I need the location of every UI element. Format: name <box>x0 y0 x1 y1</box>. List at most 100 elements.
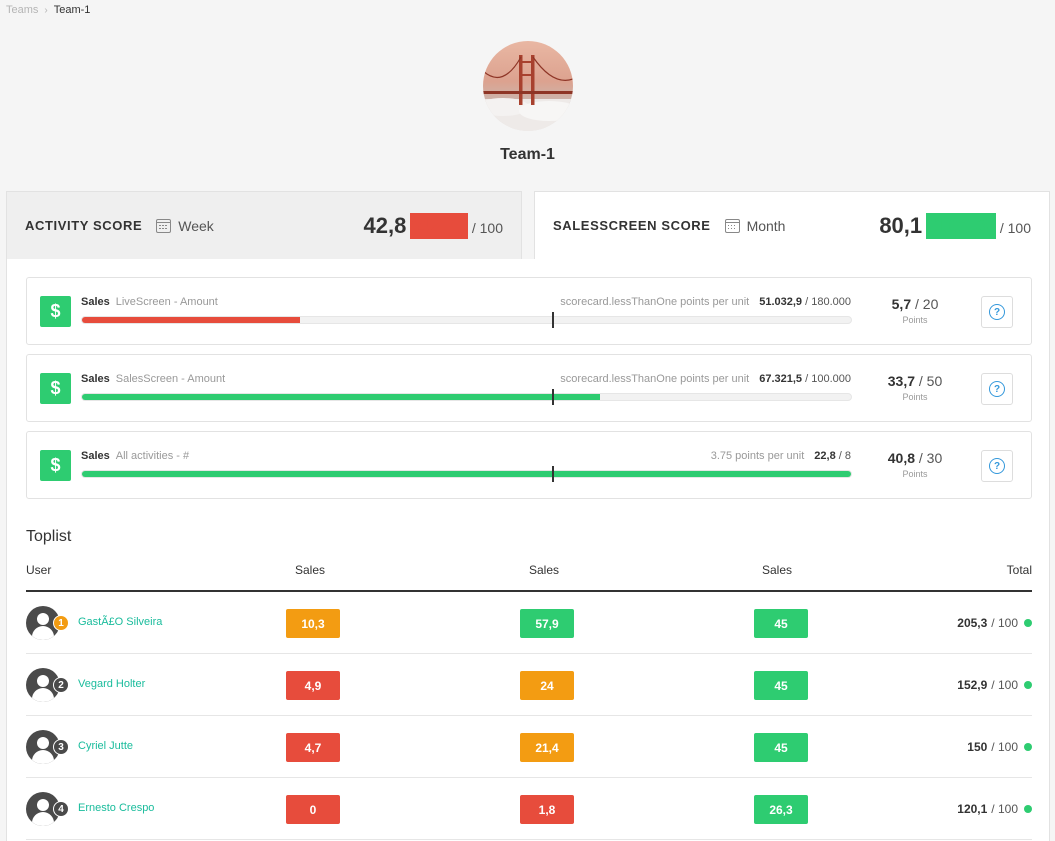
total-cell: 150/ 100 <box>967 740 1032 754</box>
score-max: / 100 <box>471 219 503 236</box>
dollar-icon: $ <box>40 450 71 481</box>
kpi-title: Sales <box>81 296 110 308</box>
tab-title: SALESSCREEN SCORE <box>553 218 711 233</box>
score-value: 80,1 <box>879 212 923 238</box>
question-icon: ? <box>989 458 1005 474</box>
total-value: 120,1 <box>957 802 988 816</box>
sales-cell: 45 <box>754 671 808 700</box>
kpi-points-value: 40,8 <box>887 450 915 466</box>
total-value: 150 <box>967 740 988 754</box>
user-link[interactable]: Cyriel Jutte <box>78 740 134 752</box>
user-avatar-icon <box>26 606 60 640</box>
kpi-progress-bar <box>81 316 852 324</box>
kpi-label: Sales LiveScreen - Amount <box>81 296 218 308</box>
table-row: 2 Vegard Holter 4,9 24 45 152,9/ 100 <box>26 654 1032 716</box>
help-button[interactable]: ? <box>981 450 1013 482</box>
kpi-points-label: Points <box>902 315 928 325</box>
table-row: 3 Cyriel Jutte 4,7 21,4 45 150/ 100 <box>26 716 1032 778</box>
score-max: / 100 <box>999 219 1031 236</box>
kpi-label: Sales SalesScreen - Amount <box>81 373 225 385</box>
total-value: 205,3 <box>957 616 988 630</box>
dollar-icon: $ <box>40 296 71 327</box>
status-dot-icon <box>1024 619 1032 627</box>
calendar-icon <box>724 218 740 233</box>
kpi-progress-fill <box>82 471 851 477</box>
total-cell: 205,3/ 100 <box>957 616 1032 630</box>
kpi-points-value: 5,7 <box>891 296 912 312</box>
user-avatar-icon <box>26 668 60 702</box>
score-adjusted: (42,8) <box>410 212 468 239</box>
kpi-subtitle: All activities - # <box>115 450 190 462</box>
total-max: / 100 <box>991 678 1018 692</box>
team-avatar <box>483 41 573 131</box>
kpi-points-label: Points <box>902 469 928 479</box>
team-name: Team-1 <box>500 146 555 163</box>
kpi-points-value: 33,7 <box>887 373 915 389</box>
kpi-points: 40,8 / 30 Points <box>867 450 963 479</box>
total-cell: 120,1/ 100 <box>957 802 1032 816</box>
rank-badge: 3 <box>53 739 69 755</box>
kpi-subtitle: SalesScreen - Amount <box>115 373 226 385</box>
question-icon: ? <box>989 381 1005 397</box>
activity-score: 42,8 (42,8) / 100 <box>363 212 503 239</box>
header-sales-1: Sales <box>295 563 326 577</box>
toplist-title: Toplist <box>26 528 72 545</box>
kpi-title: Sales <box>81 450 110 462</box>
score-value: 42,8 <box>363 212 407 238</box>
tab-salesscreen-score[interactable]: SALESSCREEN SCORE Month 80,1 (105,3) / 1… <box>534 191 1050 259</box>
golden-gate-bridge-image <box>483 55 573 131</box>
sales-cell: 24 <box>520 671 574 700</box>
tab-activity-score[interactable]: ACTIVITY SCORE Week 42,8 (42,8) / 100 <box>6 191 522 259</box>
kpi-meta: scorecard.lessThanOne points per unit 51.… <box>560 296 851 308</box>
total-max: / 100 <box>991 616 1018 630</box>
period-selector[interactable]: Month <box>724 217 786 234</box>
status-dot-icon <box>1024 681 1032 689</box>
sales-cell: 0 <box>286 795 340 824</box>
header-user: User <box>26 563 52 577</box>
toplist-header: User Sales Sales Sales Total <box>26 562 1032 592</box>
kpi-label: Sales All activities - # <box>81 450 189 462</box>
period-label: Month <box>746 217 786 234</box>
breadcrumb-current: Team-1 <box>53 4 91 16</box>
sales-cell: 1,8 <box>520 795 574 824</box>
sales-cell: 10,3 <box>286 609 340 638</box>
user-link[interactable]: GastÃ£O Silveira <box>78 616 163 628</box>
kpi-card: $ Sales LiveScreen - Amount scorecard.les… <box>26 277 1032 345</box>
question-icon: ? <box>989 304 1005 320</box>
kpi-subtitle: LiveScreen - Amount <box>115 296 218 308</box>
kpi-progress-fill <box>82 317 301 323</box>
user-avatar-icon <box>26 730 60 764</box>
kpi-progress-bar <box>81 470 852 478</box>
table-row: 4 Ernesto Crespo 0 1,8 26,3 120,1/ 100 <box>26 778 1032 840</box>
total-cell: 152,9/ 100 <box>957 678 1032 692</box>
total-max: / 100 <box>991 802 1018 816</box>
rank-badge: 2 <box>53 677 69 693</box>
breadcrumb-teams-link[interactable]: Teams <box>6 4 39 16</box>
kpi-value: 22,8 <box>814 450 836 462</box>
kpi-target-marker <box>552 389 554 405</box>
sales-cell: 4,9 <box>286 671 340 700</box>
period-selector[interactable]: Week <box>156 218 214 234</box>
kpi-target: / 8 <box>838 450 851 462</box>
user-link[interactable]: Vegard Holter <box>78 678 146 690</box>
rank-badge: 1 <box>53 615 69 631</box>
user-link[interactable]: Ernesto Crespo <box>78 802 155 814</box>
total-max: / 100 <box>991 740 1018 754</box>
help-button[interactable]: ? <box>981 296 1013 328</box>
chevron-right-icon: › <box>44 4 48 16</box>
kpi-meta: 3.75 points per unit 22,8 / 8 <box>711 450 851 462</box>
kpi-points-label: Points <box>902 392 928 402</box>
help-button[interactable]: ? <box>981 373 1013 405</box>
kpi-title: Sales <box>81 373 110 385</box>
dollar-icon: $ <box>40 373 71 404</box>
kpi-target: / 100.000 <box>805 373 851 385</box>
kpi-points-max: / 30 <box>918 450 943 466</box>
kpi-rate: 3.75 points per unit <box>710 450 805 462</box>
calendar-icon <box>156 218 172 233</box>
kpi-progress-fill <box>82 394 600 400</box>
kpi-card: $ Sales SalesScreen - Amount scorecard.le… <box>26 354 1032 422</box>
kpi-meta: scorecard.lessThanOne points per unit 67.… <box>560 373 851 385</box>
sales-cell: 57,9 <box>520 609 574 638</box>
status-dot-icon <box>1024 805 1032 813</box>
header-sales-2: Sales <box>529 563 560 577</box>
